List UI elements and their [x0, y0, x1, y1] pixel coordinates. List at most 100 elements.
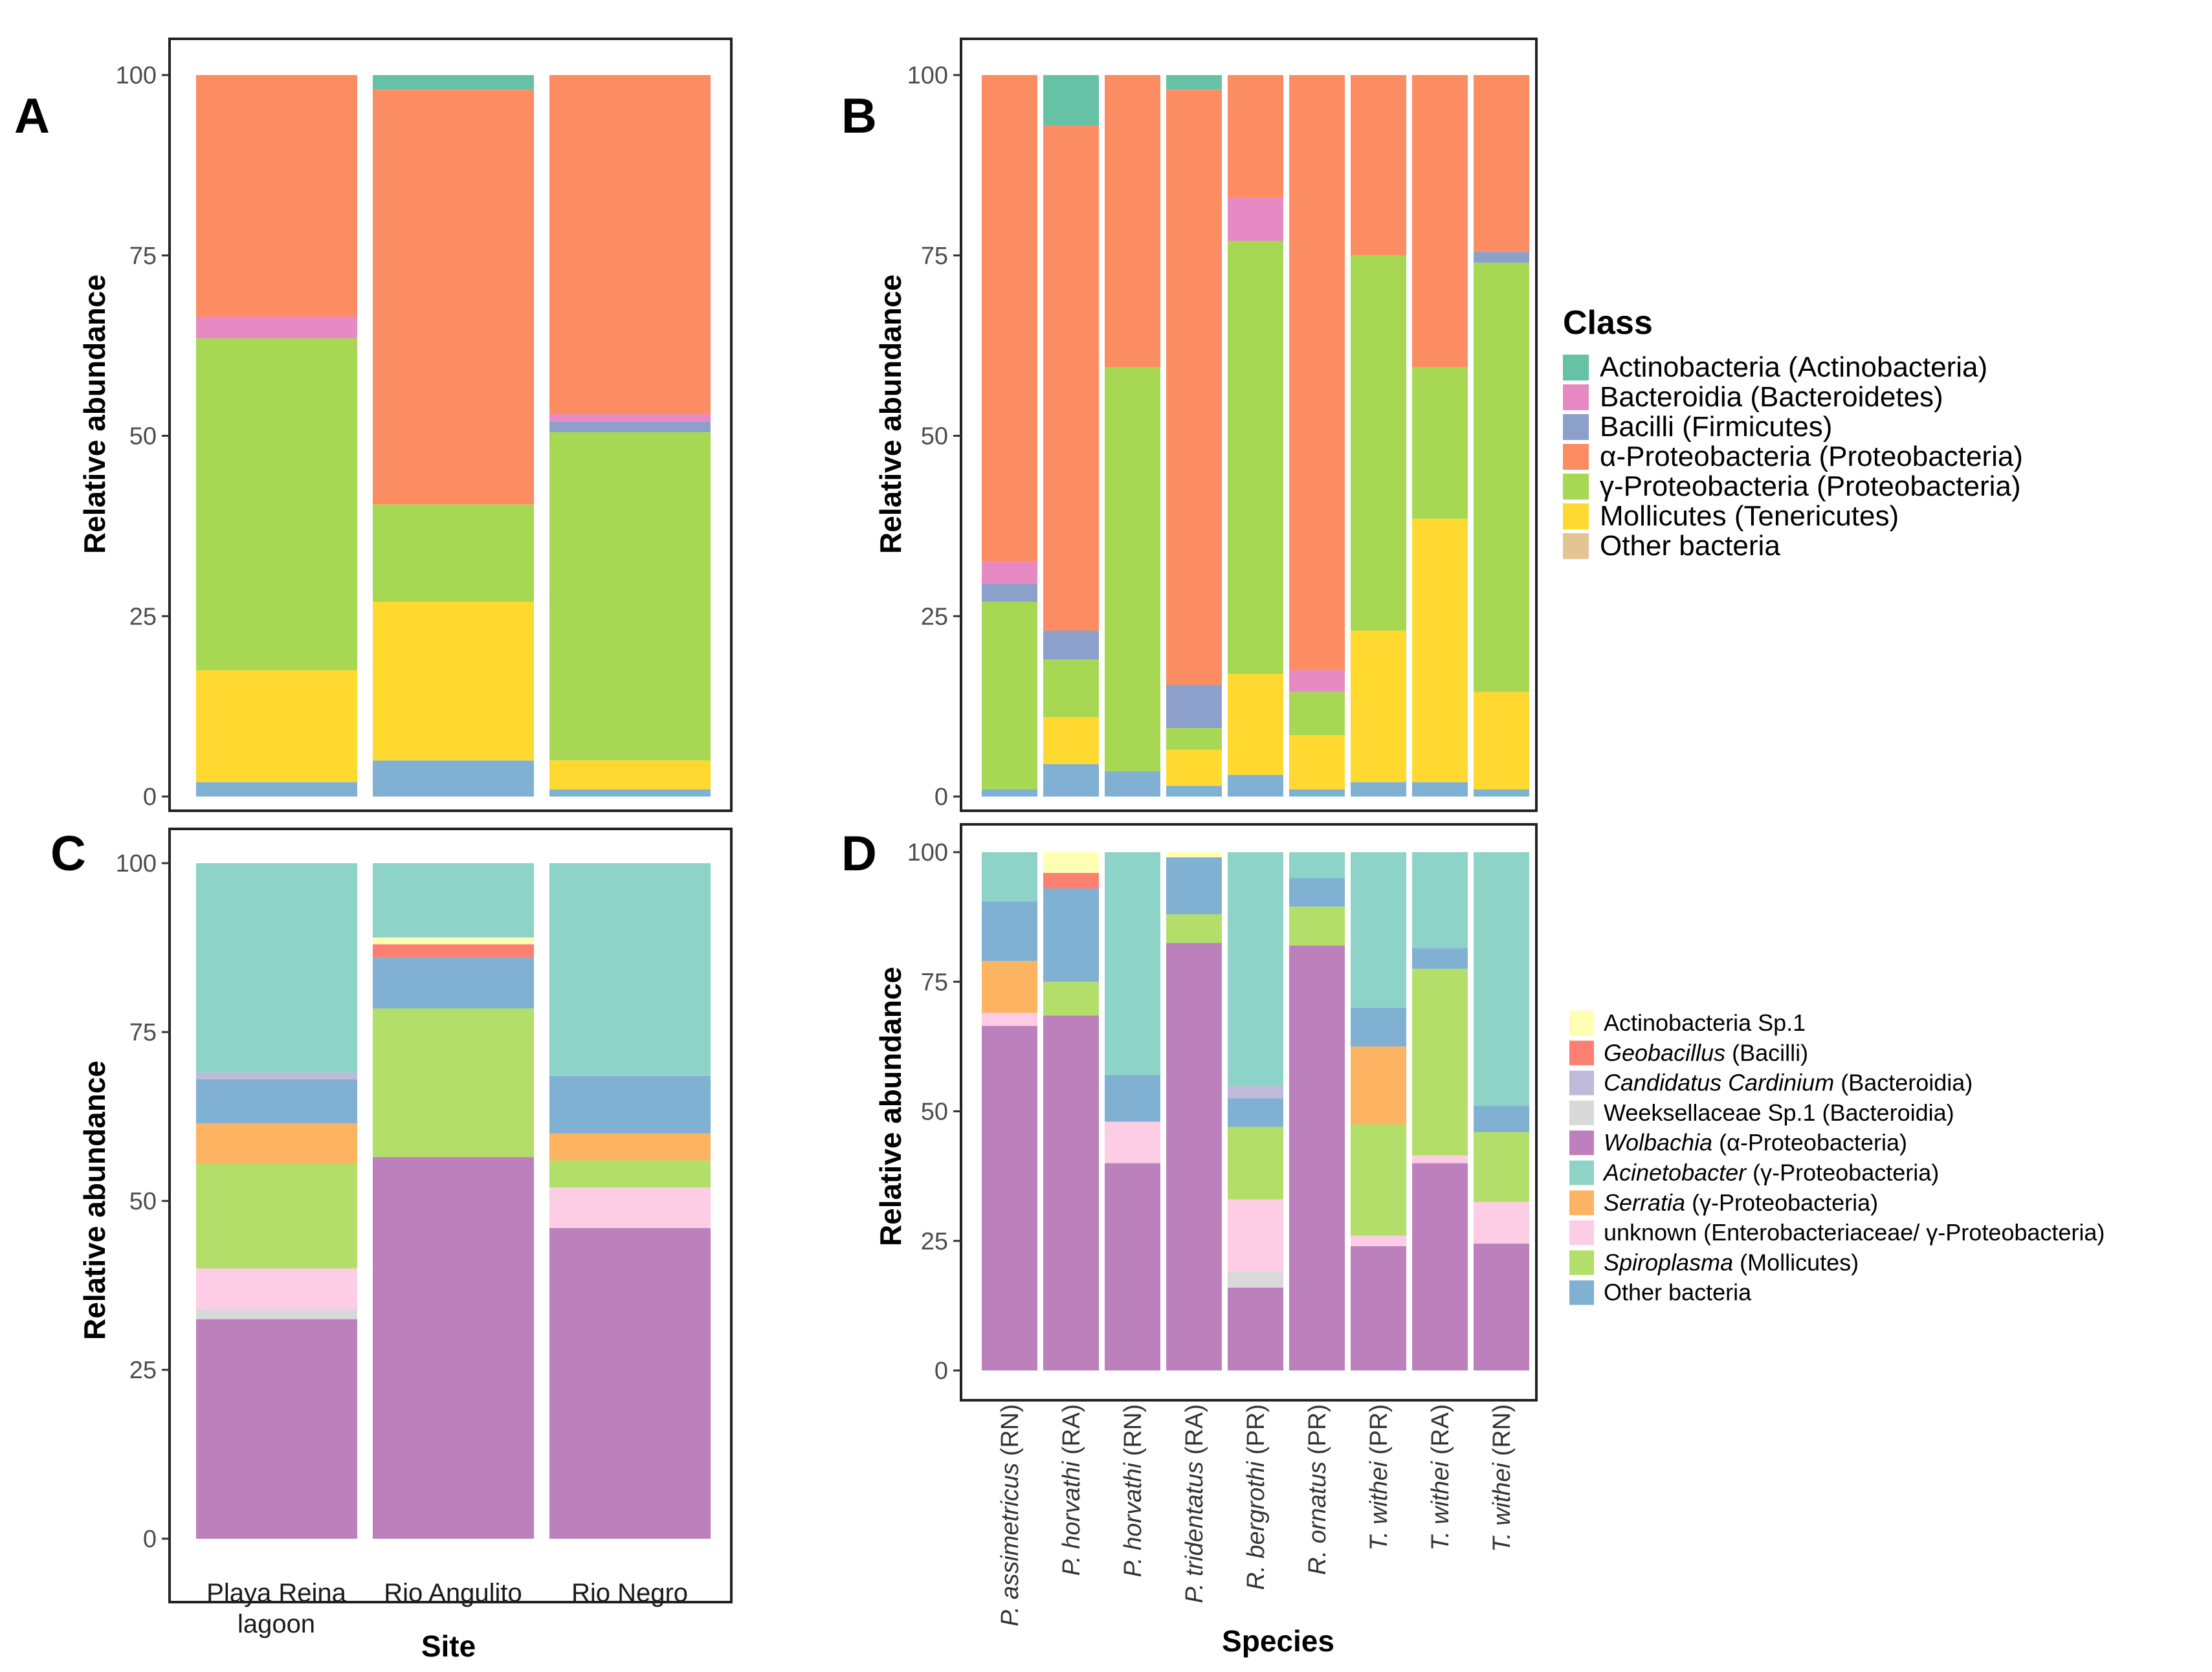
species-label: P. assimetricus (RN) — [997, 1404, 1024, 1626]
site-tick-labels: Playa Reina lagoon Rio Angulito Rio Negro — [206, 1579, 688, 1638]
bar-segment-b-r-ornatus-pr-proteobacteria-proteobacteria — [1289, 75, 1345, 670]
ytick-label: 50 — [921, 423, 948, 450]
bar-segment-c-rio-negro-serratia-proteobacteria — [549, 1133, 711, 1161]
panel-a-ylabel: Relative abundance — [78, 274, 111, 554]
species-label: P. tridentatus (RA) — [1181, 1404, 1208, 1603]
bar-segment-d-p-horvathi-rn-wolbachia-proteobacteria — [1105, 1163, 1160, 1370]
bar-segment-c-rio-negro-unknown-enterobacteriaceae-proteobacteria — [549, 1187, 711, 1228]
panel-letter-a: A — [14, 89, 50, 144]
bar-segment-d-t-withei-pr-acinetobacter-proteobacteria — [1351, 852, 1406, 1008]
panel-d-ylabel: Relative abundance — [874, 967, 907, 1246]
panel-c-bars — [196, 863, 711, 1539]
bar-segment-d-t-withei-ra-other-bacteria — [1412, 948, 1468, 969]
bar-segment-d-t-withei-ra-wolbachia-proteobacteria — [1412, 1163, 1468, 1370]
ytick-label: 75 — [921, 243, 948, 270]
bar-segment-b-r-bergrothi-pr-other-bacteria — [1228, 775, 1283, 797]
bar-segment-d-r-ornatus-pr-wolbachia-proteobacteria — [1289, 945, 1345, 1370]
bar-segment-a-rio-angulito-mollicutes-tenericutes — [373, 601, 534, 761]
panel-letter-b: B — [841, 89, 877, 144]
panel-b-frame — [960, 38, 1538, 812]
ytick-label: 25 — [129, 603, 157, 630]
ytick-label: 100 — [116, 62, 157, 89]
bar-segment-d-t-withei-pr-wolbachia-proteobacteria — [1351, 1246, 1406, 1370]
bar-segment-d-p-assimetricus-rn-serratia-proteobacteria — [982, 961, 1037, 1013]
bar-segment-b-p-assimetricus-rn-other-bacteria — [982, 789, 1037, 797]
legend-key-geobacillus-bacilli — [1569, 1040, 1594, 1066]
bar-segment-c-playa-reina-lagoon-other-bacteria — [196, 1079, 357, 1123]
bar-segment-b-t-withei-pr-proteobacteria-proteobacteria — [1351, 75, 1406, 256]
bar-segment-b-t-withei-rn-mollicutes-tenericutes — [1474, 692, 1529, 789]
bar-segment-d-t-withei-rn-acinetobacter-proteobacteria — [1474, 852, 1529, 1106]
bar-segment-a-rio-angulito-other-bacteria — [373, 760, 534, 797]
bar-segment-b-t-withei-ra-proteobacteria-proteobacteria — [1412, 75, 1468, 368]
species-label: R. ornatus (PR) — [1304, 1404, 1331, 1575]
bar-segment-b-p-horvathi-ra-mollicutes-tenericutes — [1043, 717, 1099, 764]
bar-segment-b-p-assimetricus-rn-bacteroidia-bacteroidetes — [982, 562, 1037, 584]
legend-label: unknown (Enterobacteriaceae/ γ-Proteobac… — [1604, 1219, 2105, 1246]
bar-segment-c-playa-reina-lagoon-candidatus-cardinium-bacteroidia — [196, 1072, 357, 1080]
bar-segment-d-r-bergrothi-pr-acinetobacter-proteobacteria — [1228, 852, 1283, 1086]
bar-segment-b-p-horvathi-ra-proteobacteria-proteobacteria — [1043, 126, 1099, 631]
legend-key-actinobacteria-sp-1 — [1569, 1011, 1594, 1035]
bar-segment-d-r-bergrothi-pr-candidatus-cardinium-bacteroidia — [1228, 1085, 1283, 1099]
species-label: T. withei (PR) — [1366, 1404, 1393, 1551]
bar-segment-d-p-tridentatus-ra-spiroplasma-mollicutes — [1166, 914, 1222, 943]
legend-key-acinetobacter-proteobacteria — [1569, 1160, 1594, 1185]
bar-segment-b-r-bergrothi-pr-proteobacteria-proteobacteria — [1228, 241, 1283, 674]
bar-segment-d-p-horvathi-ra-other-bacteria — [1043, 888, 1099, 982]
bar-segment-a-rio-negro-bacilli-firmicutes — [549, 421, 711, 432]
species-label: T. withei (RN) — [1488, 1404, 1516, 1552]
bar-segment-c-rio-negro-wolbachia-proteobacteria — [549, 1227, 711, 1539]
ytick-label: 25 — [129, 1357, 157, 1384]
bar-segment-d-p-assimetricus-rn-other-bacteria — [982, 901, 1037, 962]
ytick-label: 50 — [129, 423, 157, 450]
bar-segment-d-t-withei-pr-other-bacteria — [1351, 1007, 1406, 1047]
legend-label: Candidatus Cardinium (Bacteroidia) — [1604, 1070, 1973, 1096]
bar-segment-d-p-tridentatus-ra-other-bacteria — [1166, 857, 1222, 915]
bar-segment-d-p-horvathi-rn-other-bacteria — [1105, 1075, 1160, 1122]
bar-segment-d-t-withei-pr-serratia-proteobacteria — [1351, 1046, 1406, 1125]
legend-label: Wolbachia (α-Proteobacteria) — [1604, 1129, 1907, 1156]
species-label: P. horvathi (RA) — [1058, 1404, 1085, 1576]
bar-segment-c-rio-angulito-wolbachia-proteobacteria — [373, 1157, 534, 1539]
legend-label: Other bacteria — [1604, 1279, 1752, 1306]
bar-segment-d-t-withei-pr-unknown-enterobacteriaceae-proteobacteria — [1351, 1235, 1406, 1246]
bar-segment-b-t-withei-pr-proteobacteria-proteobacteria — [1351, 255, 1406, 631]
ytick-label: 50 — [129, 1188, 157, 1215]
bar-segment-b-p-horvathi-ra-other-bacteria — [1043, 764, 1099, 797]
bar-segment-b-p-horvathi-ra-proteobacteria-proteobacteria — [1043, 659, 1099, 718]
panel-b-bars — [982, 75, 1529, 797]
bar-segment-c-playa-reina-lagoon-acinetobacter-proteobacteria — [196, 863, 357, 1073]
bar-segment-d-r-bergrothi-pr-spiroplasma-mollicutes — [1228, 1127, 1283, 1200]
ytick-label: 0 — [143, 1526, 157, 1553]
panel-b-ylabel: Relative abundance — [874, 274, 907, 554]
bar-segment-b-p-horvathi-rn-proteobacteria-proteobacteria — [1105, 367, 1160, 771]
bar-segment-b-p-horvathi-ra-actinobacteria-actinobacteria — [1043, 75, 1099, 126]
ytick-label: 25 — [921, 603, 948, 630]
bar-segment-a-rio-angulito-proteobacteria-proteobacteria-top — [373, 89, 534, 505]
species-label: T. withei (RA) — [1427, 1404, 1454, 1551]
bar-segment-b-p-assimetricus-rn-bacilli-firmicutes — [982, 584, 1037, 602]
legend-label: Actinobacteria (Actinobacteria) — [1600, 351, 1987, 383]
bar-segment-c-rio-angulito-geobacillus-bacilli — [373, 944, 534, 958]
bar-segment-d-p-horvathi-rn-unknown-enterobacteriaceae-proteobacteria — [1105, 1121, 1160, 1163]
bar-segment-d-p-assimetricus-rn-acinetobacter-proteobacteria — [982, 852, 1037, 902]
bar-segment-b-r-ornatus-pr-mollicutes-tenericutes — [1289, 735, 1345, 789]
bar-segment-d-t-withei-ra-unknown-enterobacteriaceae-proteobacteria — [1412, 1155, 1468, 1163]
legend-key-proteobacteria-proteobacteria — [1563, 474, 1589, 500]
panel-c-frame — [168, 828, 733, 1603]
bar-segment-a-playa-reina-lagoon-proteobacteria-proteobacteria — [196, 338, 357, 670]
bar-segment-a-rio-negro-proteobacteria-proteobacteria — [549, 432, 711, 761]
legend-key-bacilli-firmicutes — [1563, 414, 1589, 440]
bar-segment-b-p-assimetricus-rn-proteobacteria-proteobacteria — [982, 601, 1037, 789]
legend-label: Actinobacteria Sp.1 — [1604, 1009, 1806, 1036]
bar-segment-a-rio-negro-proteobacteria-proteobacteria-top — [549, 75, 711, 415]
bar-segment-b-t-withei-ra-other-bacteria — [1412, 782, 1468, 797]
bar-segment-d-r-ornatus-pr-other-bacteria — [1289, 878, 1345, 907]
species-axis-title: Species — [1222, 1624, 1334, 1658]
bar-segment-c-playa-reina-lagoon-serratia-proteobacteria — [196, 1123, 357, 1164]
panel-c-ylabel: Relative abundance — [78, 1061, 111, 1340]
species-label: R. bergrothi (PR) — [1243, 1404, 1270, 1590]
panel-d-bars — [982, 852, 1529, 1371]
ytick-label: 25 — [921, 1228, 948, 1255]
